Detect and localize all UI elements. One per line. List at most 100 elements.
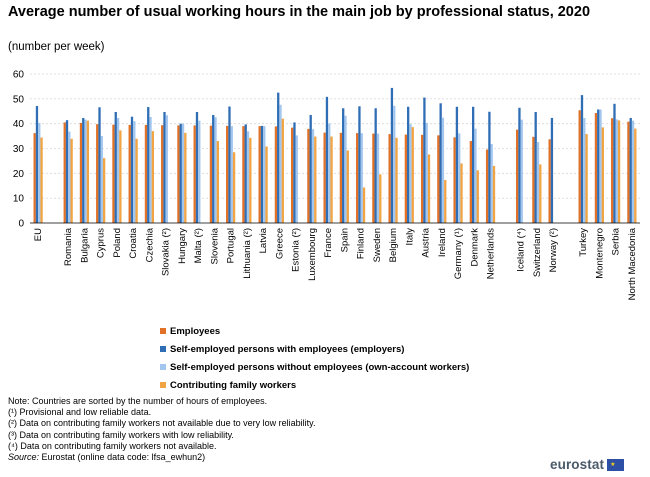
x-tick-label: North Macedonia — [627, 227, 638, 300]
footnote: (⁴) Data on contributing family workers … — [8, 440, 217, 451]
bar — [372, 133, 375, 223]
footnotes: Note: Countries are sorted by the number… — [8, 396, 315, 463]
bar — [249, 137, 252, 223]
flag-stars: ★ — [610, 461, 616, 468]
bar — [193, 125, 196, 223]
chart-legend: Employees Self-employed persons with emp… — [160, 322, 469, 394]
eurostat-logo: eurostat ★ — [550, 457, 625, 472]
bar — [307, 128, 310, 223]
legend-item: Contributing family workers — [160, 376, 469, 394]
bar — [404, 134, 408, 223]
bar — [629, 117, 632, 223]
x-tick-label: Greece — [274, 228, 285, 259]
bar — [597, 109, 600, 223]
x-tick-label: Ireland — [437, 228, 448, 257]
bar — [376, 133, 380, 223]
x-tick-label: Poland — [112, 228, 123, 258]
bar — [242, 126, 245, 223]
bar — [35, 106, 39, 223]
bar — [163, 112, 166, 223]
source-label: Source: — [8, 452, 40, 463]
bar — [263, 126, 266, 223]
bar — [114, 112, 117, 223]
bar — [147, 107, 150, 223]
bar — [388, 134, 391, 223]
legend-item: Self-employed persons without employees … — [160, 358, 469, 376]
legend-swatch — [160, 346, 166, 352]
bar — [309, 114, 312, 223]
bar — [86, 120, 90, 223]
x-tick-label: Montenegro — [594, 228, 605, 279]
bar — [539, 164, 542, 223]
bar — [149, 116, 152, 223]
footnote: (¹) Provisional and low reliable data. — [8, 407, 152, 418]
bar — [177, 125, 180, 223]
x-tick-label: Latvia — [258, 227, 269, 253]
x-tick-label: Switzerland — [532, 228, 543, 277]
bar — [314, 136, 317, 223]
x-tick-label: Czechia — [144, 227, 155, 262]
bar — [33, 133, 36, 223]
bar — [98, 107, 101, 223]
x-tick-label: Lithuania (²) — [242, 228, 253, 279]
x-tick-label: Croatia — [128, 227, 139, 258]
legend-swatch — [160, 382, 166, 388]
bar — [427, 154, 431, 223]
bar — [360, 133, 363, 223]
bar — [580, 95, 584, 223]
bar — [198, 120, 201, 223]
bar — [583, 117, 586, 223]
bar — [228, 106, 231, 223]
x-tick-label: Germany (¹) — [453, 228, 464, 279]
bar — [617, 120, 621, 223]
bar — [38, 122, 41, 223]
legend-swatch — [160, 328, 166, 334]
y-tick-label: 60 — [13, 70, 25, 81]
bar — [195, 112, 199, 223]
x-tick-label: Malta (²) — [193, 228, 204, 263]
bar — [82, 117, 85, 223]
bar — [96, 124, 99, 223]
bar — [230, 126, 233, 223]
footnote: (³) Data on contributing family workers … — [8, 429, 234, 440]
bar — [411, 127, 414, 223]
x-tick-label: Serbia — [611, 227, 622, 255]
bar — [102, 158, 106, 223]
bar — [490, 144, 493, 223]
bar — [328, 123, 331, 223]
bar — [409, 124, 412, 223]
bar — [209, 125, 213, 223]
bar — [79, 122, 83, 223]
legend-label: Self-employed persons without employees … — [170, 361, 470, 373]
footnote: (²) Data on contributing family workers … — [8, 418, 316, 429]
bar — [40, 137, 43, 223]
bar — [246, 131, 250, 223]
legend-swatch — [160, 364, 166, 370]
bar — [277, 92, 280, 224]
bar — [474, 128, 477, 223]
eu-flag-icon: ★ — [607, 458, 625, 471]
bar — [458, 133, 461, 223]
x-tick-label: Iceland (⁴) — [516, 228, 527, 272]
bar — [279, 104, 282, 223]
bar — [516, 129, 519, 223]
bar — [534, 112, 537, 223]
bar — [291, 127, 294, 223]
bar — [100, 136, 103, 223]
bar — [84, 119, 87, 223]
y-tick-label: 10 — [13, 194, 25, 205]
x-tick-label: Italy — [404, 228, 415, 246]
bar — [455, 106, 459, 223]
x-tick-label: Denmark — [469, 228, 480, 267]
source-text: Eurostat (online data code: lfsa_ewhun2) — [39, 452, 206, 463]
bar — [339, 132, 343, 223]
bar — [469, 141, 472, 223]
bar — [135, 138, 138, 223]
x-tick-label: Portugal — [226, 228, 237, 263]
bar — [295, 135, 298, 223]
bar — [63, 122, 66, 223]
bar — [144, 124, 148, 223]
x-tick-label: Spain — [339, 228, 350, 252]
y-tick-label: 50 — [13, 94, 25, 105]
bar — [393, 105, 396, 223]
